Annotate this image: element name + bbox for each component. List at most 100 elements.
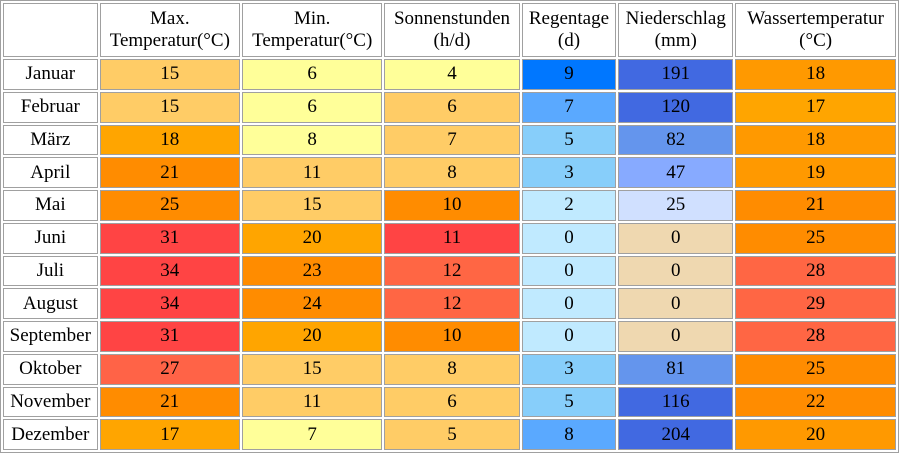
precipitation-cell: 82 [618, 124, 734, 156]
water-temp-cell: 25 [735, 222, 896, 254]
sunshine-cell: 6 [384, 386, 520, 418]
sunshine-cell: 4 [384, 59, 520, 90]
sunshine-cell: 12 [384, 255, 520, 287]
rain-days-cell: 9 [521, 59, 617, 90]
header-sunshine: Sonnenstunden (h/d) [384, 3, 520, 57]
precipitation-cell: 0 [618, 321, 734, 352]
rain-days-cell: 0 [521, 255, 617, 287]
precipitation-cell: 0 [618, 255, 734, 287]
month-cell: Oktober [3, 353, 98, 385]
sunshine-cell: 5 [384, 419, 520, 450]
precipitation-cell: 47 [618, 157, 734, 188]
max-temp-cell: 17 [99, 419, 240, 450]
max-temp-cell: 18 [99, 124, 240, 156]
max-temp-cell: 31 [99, 222, 240, 254]
water-temp-cell: 18 [735, 59, 896, 90]
precipitation-cell: 204 [618, 419, 734, 450]
rain-days-cell: 0 [521, 321, 617, 352]
max-temp-cell: 27 [99, 353, 240, 385]
min-temp-cell: 20 [241, 222, 383, 254]
rain-days-cell: 5 [521, 124, 617, 156]
header-row: Max. Temperatur(°C) Min. Temperatur(°C) So… [3, 3, 896, 57]
sunshine-cell: 12 [384, 288, 520, 319]
min-temp-cell: 20 [241, 321, 383, 352]
min-temp-cell: 7 [241, 419, 383, 450]
water-temp-cell: 19 [735, 157, 896, 188]
min-temp-cell: 15 [241, 353, 383, 385]
min-temp-cell: 11 [241, 157, 383, 188]
max-temp-cell: 21 [99, 386, 240, 418]
precipitation-cell: 0 [618, 222, 734, 254]
max-temp-cell: 15 [99, 59, 240, 90]
table-row: August 34 24 12 0 0 29 [3, 288, 896, 319]
water-temp-cell: 20 [735, 419, 896, 450]
table-row: September 31 20 10 0 0 28 [3, 321, 896, 352]
max-temp-cell: 15 [99, 91, 240, 123]
table-row: Dezember 17 7 5 8 204 20 [3, 419, 896, 450]
sunshine-cell: 6 [384, 91, 520, 123]
sunshine-cell: 8 [384, 157, 520, 188]
table-row: November 21 11 6 5 116 22 [3, 386, 896, 418]
month-cell: Juli [3, 255, 98, 287]
header-precipitation: Niederschlag (mm) [618, 3, 734, 57]
precipitation-cell: 120 [618, 91, 734, 123]
water-temp-cell: 28 [735, 321, 896, 352]
rain-days-cell: 0 [521, 222, 617, 254]
table-row: Januar 15 6 4 9 191 18 [3, 59, 896, 90]
table-row: März 18 8 7 5 82 18 [3, 124, 896, 156]
header-min-temp: Min. Temperatur(°C) [241, 3, 383, 57]
min-temp-cell: 6 [241, 91, 383, 123]
table-row: Juni 31 20 11 0 0 25 [3, 222, 896, 254]
rain-days-cell: 7 [521, 91, 617, 123]
rain-days-cell: 3 [521, 353, 617, 385]
max-temp-cell: 21 [99, 157, 240, 188]
header-rain-days: Regentage (d) [521, 3, 617, 57]
min-temp-cell: 8 [241, 124, 383, 156]
water-temp-cell: 22 [735, 386, 896, 418]
min-temp-cell: 24 [241, 288, 383, 319]
header-max-temp: Max. Temperatur(°C) [99, 3, 240, 57]
table-row: Oktober 27 15 8 3 81 25 [3, 353, 896, 385]
min-temp-cell: 11 [241, 386, 383, 418]
precipitation-cell: 0 [618, 288, 734, 319]
max-temp-cell: 34 [99, 255, 240, 287]
month-cell: März [3, 124, 98, 156]
min-temp-cell: 6 [241, 59, 383, 90]
rain-days-cell: 8 [521, 419, 617, 450]
rain-days-cell: 5 [521, 386, 617, 418]
table-row: Mai 25 15 10 2 25 21 [3, 190, 896, 221]
precipitation-cell: 25 [618, 190, 734, 221]
sunshine-cell: 8 [384, 353, 520, 385]
corner-cell [3, 3, 98, 57]
precipitation-cell: 116 [618, 386, 734, 418]
sunshine-cell: 11 [384, 222, 520, 254]
rain-days-cell: 2 [521, 190, 617, 221]
sunshine-cell: 10 [384, 190, 520, 221]
max-temp-cell: 34 [99, 288, 240, 319]
max-temp-cell: 31 [99, 321, 240, 352]
water-temp-cell: 21 [735, 190, 896, 221]
rain-days-cell: 0 [521, 288, 617, 319]
rain-days-cell: 3 [521, 157, 617, 188]
water-temp-cell: 29 [735, 288, 896, 319]
sunshine-cell: 10 [384, 321, 520, 352]
water-temp-cell: 18 [735, 124, 896, 156]
month-cell: September [3, 321, 98, 352]
min-temp-cell: 23 [241, 255, 383, 287]
month-cell: Juni [3, 222, 98, 254]
min-temp-cell: 15 [241, 190, 383, 221]
month-cell: Dezember [3, 419, 98, 450]
precipitation-cell: 81 [618, 353, 734, 385]
month-cell: Januar [3, 59, 98, 90]
month-cell: Februar [3, 91, 98, 123]
water-temp-cell: 28 [735, 255, 896, 287]
water-temp-cell: 25 [735, 353, 896, 385]
water-temp-cell: 17 [735, 91, 896, 123]
sunshine-cell: 7 [384, 124, 520, 156]
header-water-temp: Wassertemperatur (°C) [735, 3, 896, 57]
month-cell: April [3, 157, 98, 188]
table-row: April 21 11 8 3 47 19 [3, 157, 896, 188]
month-cell: Mai [3, 190, 98, 221]
month-cell: November [3, 386, 98, 418]
